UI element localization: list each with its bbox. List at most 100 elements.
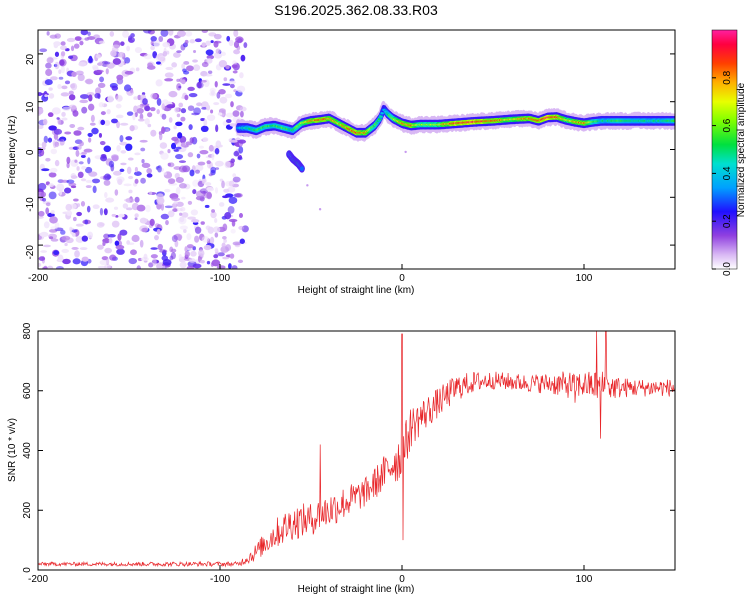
noise-cell <box>97 62 103 66</box>
noise-cell <box>176 50 182 54</box>
noise-cell <box>49 167 58 173</box>
noise-cell <box>99 259 107 265</box>
noise-cell <box>228 263 232 269</box>
noise-cell <box>161 113 167 120</box>
noise-cell <box>194 164 204 172</box>
noise-cell <box>189 39 196 44</box>
noise-cell <box>85 179 93 183</box>
noise-cell <box>87 57 94 64</box>
noise-cell <box>187 86 195 92</box>
noise-cell <box>165 128 170 132</box>
noise-cell <box>40 191 47 198</box>
noise-cell <box>49 34 58 39</box>
noise-cell <box>179 225 188 230</box>
noise-cell <box>71 232 76 237</box>
noise-cell <box>81 106 88 114</box>
noise-cell <box>48 93 55 99</box>
noise-cell <box>191 219 200 223</box>
y-tick-label: 20 <box>25 53 36 65</box>
noise-cell <box>38 262 42 267</box>
noise-cell <box>173 200 178 205</box>
noise-cell <box>48 172 57 178</box>
noise-cell <box>131 234 140 243</box>
snr-y-ticks: 0 200 400 600 800 <box>22 322 675 573</box>
noise-cell <box>125 197 135 204</box>
noise-cell <box>175 121 183 127</box>
noise-cell <box>69 123 76 128</box>
noise-cell <box>80 154 86 158</box>
noise-cell <box>123 84 132 92</box>
noise-cell <box>66 179 75 184</box>
noise-cell <box>223 77 228 82</box>
snr-y-label: SNR (10 * v/v) <box>7 418 18 482</box>
ridge-core <box>672 119 675 123</box>
noise-cell <box>73 43 80 49</box>
noise-cell <box>222 223 228 232</box>
snr-series-line <box>38 331 675 568</box>
noise-cell <box>163 171 167 176</box>
noise-cell <box>232 241 241 246</box>
noise-cell <box>80 94 89 99</box>
noise-cell <box>184 94 189 101</box>
noise-cell <box>221 180 225 189</box>
noise-cell <box>115 245 125 250</box>
noise-cell <box>230 158 235 164</box>
noise-cell <box>208 173 213 177</box>
noise-cell <box>210 40 214 44</box>
noise-cell <box>140 177 146 184</box>
noise-cell <box>122 203 129 209</box>
noise-cell <box>74 159 78 163</box>
x-tick-label: 100 <box>576 574 593 585</box>
noise-cell <box>61 111 66 117</box>
noise-cell <box>213 254 219 259</box>
y-tick-label: -20 <box>25 245 36 260</box>
noise-cell <box>129 125 135 132</box>
noise-cell <box>53 133 59 140</box>
noise-cell <box>44 94 48 98</box>
noise-cell <box>42 197 47 202</box>
noise-cell <box>148 262 154 268</box>
noise-cell <box>50 238 59 242</box>
noise-cell <box>93 34 100 38</box>
noise-cell <box>228 180 235 187</box>
noise-cell <box>76 203 81 208</box>
noise-cell <box>149 218 155 226</box>
noise-cell <box>230 101 234 108</box>
noise-cell <box>45 157 51 162</box>
ridge-core <box>379 115 383 118</box>
noise-cell <box>222 256 230 260</box>
noise-cell <box>168 90 178 98</box>
noise-cell <box>86 91 95 97</box>
noise-cell <box>150 92 158 100</box>
noise-cell <box>173 125 177 130</box>
noise-cell <box>173 149 180 152</box>
noise-cell <box>175 186 181 195</box>
noise-cell <box>103 145 112 153</box>
noise-cell <box>229 253 235 259</box>
noise-cell <box>210 211 217 219</box>
noise-cell <box>203 244 212 251</box>
noise-cell <box>167 148 171 154</box>
noise-cell <box>232 110 240 117</box>
noise-cell <box>58 76 64 80</box>
noise-cell <box>76 211 82 217</box>
noise-cell <box>38 210 45 217</box>
noise-cell <box>80 178 87 182</box>
noise-cell <box>194 235 200 243</box>
noise-cell <box>164 78 174 82</box>
noise-cell <box>104 191 108 198</box>
noise-cell <box>117 233 122 241</box>
noise-cell <box>218 108 226 114</box>
noise-cell <box>231 265 238 269</box>
noise-cell <box>70 175 78 179</box>
noise-cell <box>64 80 71 85</box>
x-tick-label: -200 <box>28 273 48 284</box>
noise-cell <box>128 257 138 265</box>
colorbar-tick-label: 0.4 <box>722 166 733 180</box>
noise-cell <box>187 216 196 220</box>
noise-cell <box>38 147 43 155</box>
noise-cell <box>214 218 218 224</box>
noise-cell <box>209 236 215 244</box>
noise-cell <box>218 60 228 68</box>
noise-cell <box>38 215 44 219</box>
